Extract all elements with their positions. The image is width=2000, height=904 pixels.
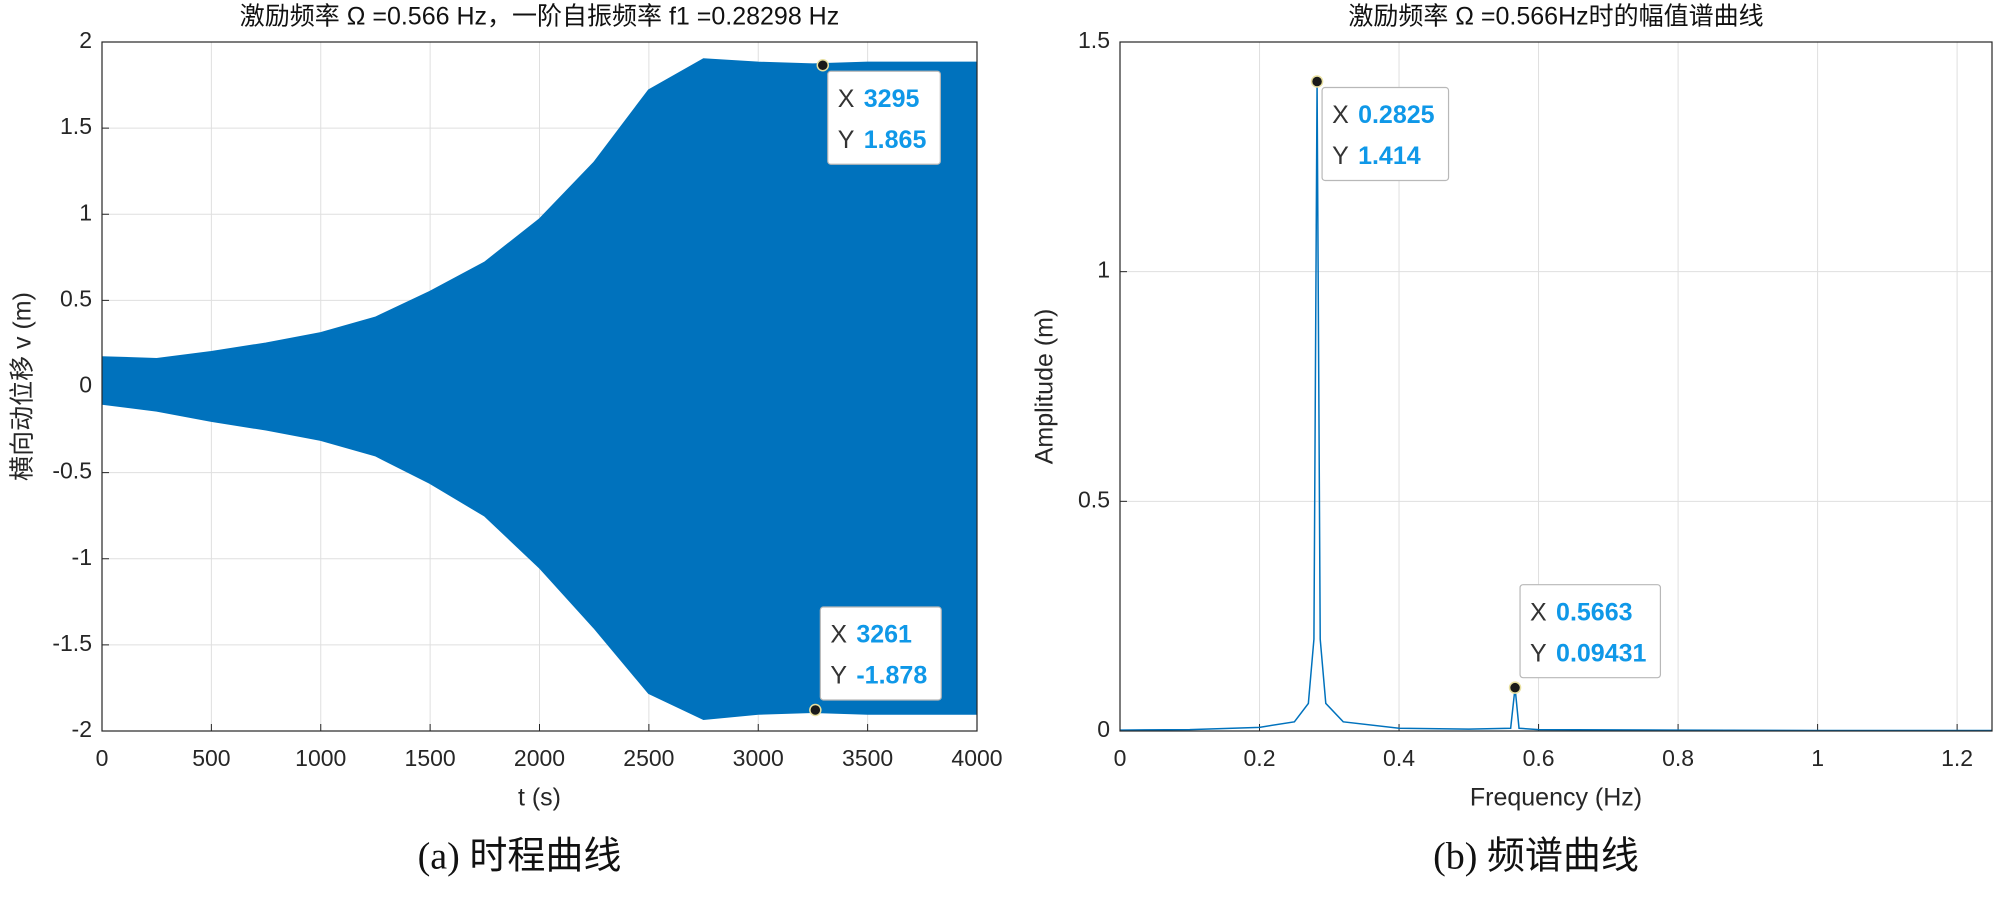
x-tick-label: 500 [192,745,230,771]
datatip: X 0.5663 Y 0.09431 [1508,584,1662,694]
datatip-box [1321,86,1450,182]
datatip-marker [816,59,830,72]
x-tick-label: 1500 [405,745,456,771]
x-tick-label: 1.2 [1941,745,1973,771]
x-tick-label: 1000 [295,745,346,771]
x-axis-label: t (s) [518,784,561,812]
datatip-value: -1.878 [856,662,927,690]
datatip-value: 0.09431 [1556,639,1646,667]
datatip-box [819,606,942,701]
y-axis-label: 横向动位移 v (m) [9,292,37,481]
area [102,58,977,388]
y-tick-label: -1.5 [52,630,92,656]
datatip-label: Y [1332,142,1349,170]
y-tick-label: 0 [79,372,92,398]
y-tick-label: 1.5 [1078,27,1110,53]
x-tick-label: 2000 [514,745,565,771]
datatip-value: 3261 [856,621,912,649]
datatip-value: 1.865 [864,126,927,154]
x-tick-label: 3500 [842,745,893,771]
x-axis-label: Frequency (Hz) [1470,784,1642,812]
datatip-label: Y [838,126,855,154]
datatip-label: X [830,621,847,649]
datatip-value: 1.414 [1358,142,1421,170]
x-tick-label: 0.6 [1523,745,1555,771]
y-tick-label: -1 [72,544,92,570]
y-tick-label: 1 [1097,257,1110,283]
y-tick-label: 1.5 [60,113,92,139]
datatip-marker [1310,75,1324,88]
x-tick-label: 2500 [623,745,674,771]
y-tick-label: 1 [79,199,92,225]
datatip-value: 0.2825 [1358,101,1435,129]
area [102,385,977,720]
y-tick-label: 2 [79,27,92,53]
y-tick-label: 0.5 [1078,486,1110,512]
datatip-value: 0.5663 [1556,598,1632,626]
x-tick-label: 4000 [951,745,1002,771]
datatip-label: X [1530,598,1547,626]
axes-box [1119,41,1993,732]
axes-box [101,41,978,732]
datatip-label: X [838,85,855,113]
datatip: X 3261 Y -1.878 [809,606,942,717]
datatip-box [827,70,941,165]
chart-title: 激励频率 Ω =0.566 Hz，一阶自振频率 f1 =0.28298 Hz [240,3,839,31]
datatip: X 0.2825 Y 1.414 [1310,75,1450,182]
x-tick-label: 0.8 [1662,745,1694,771]
caption: (a) 时程曲线 [418,836,622,878]
x-tick-label: 3000 [733,745,784,771]
line [1120,81,1992,731]
y-axis-label: Amplitude (m) [1031,309,1059,465]
datatip-label: X [1332,101,1349,129]
x-tick-label: 0 [96,745,109,771]
datatip-marker [809,703,822,717]
datatip-value: 3295 [864,85,920,113]
datatip-label: Y [1530,639,1547,667]
x-tick-label: 0.2 [1244,745,1276,771]
y-tick-label: -0.5 [52,458,92,484]
caption: (b) 频谱曲线 [1433,836,1639,878]
y-tick-label: -2 [72,716,92,742]
x-tick-label: 0 [1114,745,1127,771]
datatip-box [1519,584,1662,679]
datatip-label: Y [830,662,847,690]
datatip: X 3295 Y 1.865 [816,59,941,165]
y-tick-label: 0.5 [60,285,92,311]
chart-title: 激励频率 Ω =0.566Hz时的幅值谱曲线 [1348,3,1763,31]
y-tick-label: 0 [1097,716,1110,742]
x-tick-label: 0.4 [1383,745,1415,771]
x-tick-label: 1 [1811,745,1824,771]
datatip-marker [1508,681,1522,694]
